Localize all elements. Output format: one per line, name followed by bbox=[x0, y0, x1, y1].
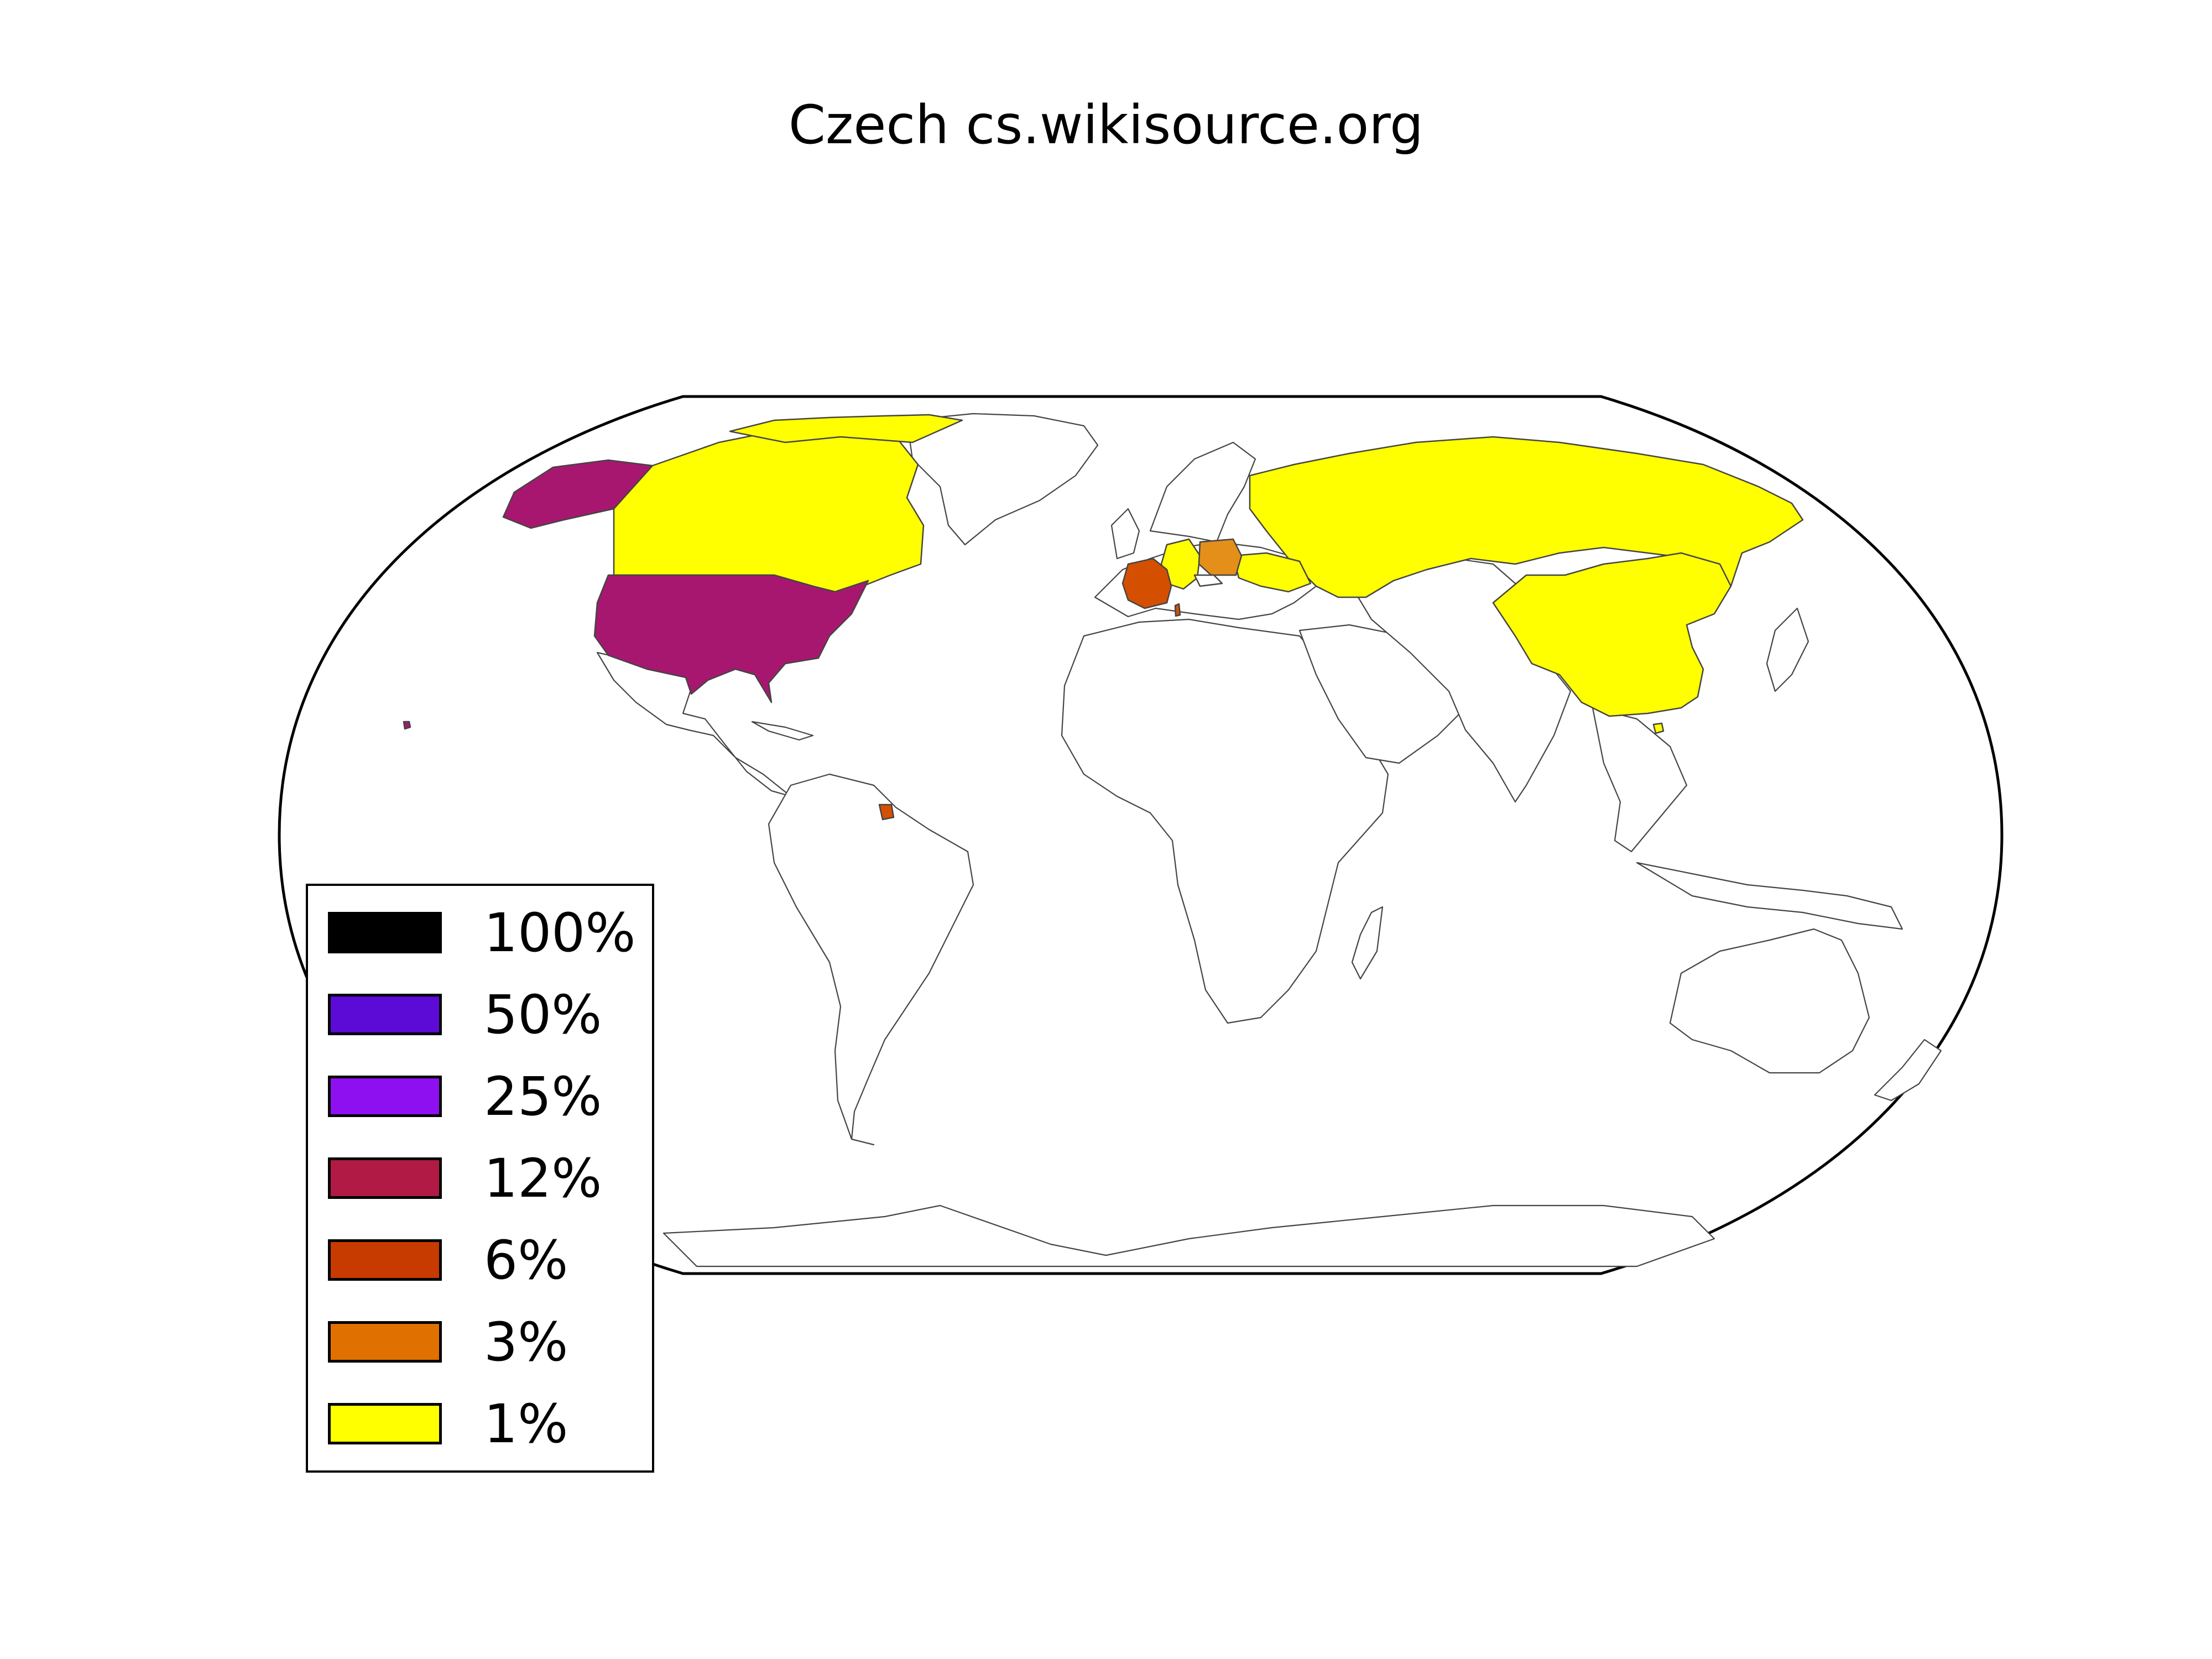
country-ukraine bbox=[1232, 552, 1312, 593]
legend-label: 50% bbox=[484, 984, 602, 1046]
country-hainan bbox=[1652, 722, 1665, 734]
legend-swatch bbox=[328, 1239, 442, 1281]
legend-label: 12% bbox=[484, 1147, 602, 1209]
legend-label: 1% bbox=[484, 1393, 568, 1455]
south-america bbox=[768, 773, 974, 1146]
legend-swatch bbox=[328, 1403, 442, 1444]
legend-swatch bbox=[328, 1321, 442, 1363]
legend-label: 100% bbox=[484, 902, 636, 964]
highlighted-countries bbox=[403, 414, 1804, 821]
africa bbox=[1061, 618, 1389, 1024]
legend: 100% 50% 25% 12% 6% 3% 1% bbox=[306, 884, 654, 1473]
country-czechia bbox=[1193, 574, 1223, 587]
japan bbox=[1766, 607, 1809, 692]
country-usa bbox=[593, 574, 869, 703]
legend-swatch bbox=[328, 1076, 442, 1117]
cuba bbox=[751, 721, 814, 741]
new-zealand bbox=[1874, 1039, 1942, 1102]
country-france bbox=[1121, 557, 1172, 609]
scandinavia bbox=[1149, 441, 1256, 543]
land-outlines bbox=[596, 413, 1942, 1267]
legend-swatch bbox=[328, 994, 442, 1035]
map-title: Czech cs.wikisource.org bbox=[788, 94, 1424, 156]
country-poland bbox=[1198, 538, 1243, 576]
madagascar bbox=[1351, 906, 1384, 980]
southeast-asia bbox=[1592, 707, 1688, 853]
legend-label: 25% bbox=[484, 1066, 602, 1128]
legend-swatch bbox=[328, 912, 442, 953]
country-french-guiana bbox=[878, 804, 895, 821]
australia bbox=[1669, 928, 1870, 1074]
legend-swatch bbox=[328, 1157, 442, 1199]
great-britain bbox=[1110, 508, 1140, 560]
legend-label: 6% bbox=[484, 1229, 568, 1291]
indonesia bbox=[1636, 862, 1903, 930]
country-hawaii bbox=[403, 721, 411, 730]
antarctica bbox=[662, 1204, 1715, 1267]
legend-label: 3% bbox=[484, 1311, 568, 1373]
country-corsica bbox=[1174, 603, 1181, 617]
greenland bbox=[906, 413, 1099, 546]
country-canada-arctic bbox=[729, 414, 963, 444]
country-china bbox=[1492, 552, 1732, 717]
